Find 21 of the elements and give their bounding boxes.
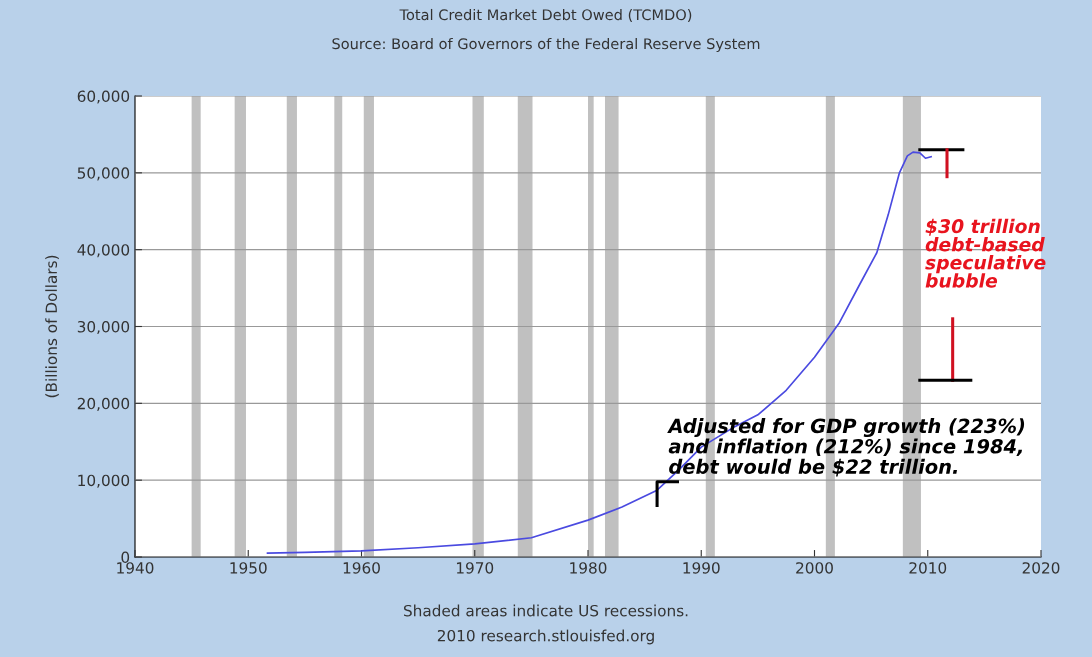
x-tick-label: 1950 bbox=[230, 562, 267, 574]
x-tick-label: 2000 bbox=[796, 562, 833, 574]
x-tick-label: 1960 bbox=[343, 562, 380, 574]
chart-subtitle: Source: Board of Governors of the Federal Reserve System bbox=[332, 37, 760, 53]
text: Shaded areas indicate US recessions. bbox=[403, 604, 688, 617]
chart-title: Total Credit Market Debt Owed (TCMDO) bbox=[399, 8, 692, 22]
y-tick-label: 10,000 bbox=[78, 474, 130, 488]
y-axis-title: (Billions of Dollars) bbox=[45, 255, 59, 398]
y-tick-label: 60,000 bbox=[77, 90, 130, 104]
x-tick-label: 1940 bbox=[117, 562, 154, 574]
y-tick-label: 20,000 bbox=[77, 397, 130, 411]
text: 2010 research.stlouisfed.org bbox=[437, 629, 654, 645]
x-tick-label: 2020 bbox=[1022, 562, 1060, 574]
x-tick-label: 1990 bbox=[683, 562, 720, 574]
y-tick-label: 40,000 bbox=[77, 244, 130, 258]
x-tick-label: 1970 bbox=[456, 562, 494, 574]
x-tick-label: 1980 bbox=[570, 562, 607, 574]
annotation: $30 trillion debt-based speculative bubble bbox=[925, 218, 1046, 288]
y-tick-label: 30,000 bbox=[77, 320, 130, 335]
y-tick-label: 50,000 bbox=[77, 167, 130, 181]
x-tick-label: 2010 bbox=[909, 562, 947, 574]
